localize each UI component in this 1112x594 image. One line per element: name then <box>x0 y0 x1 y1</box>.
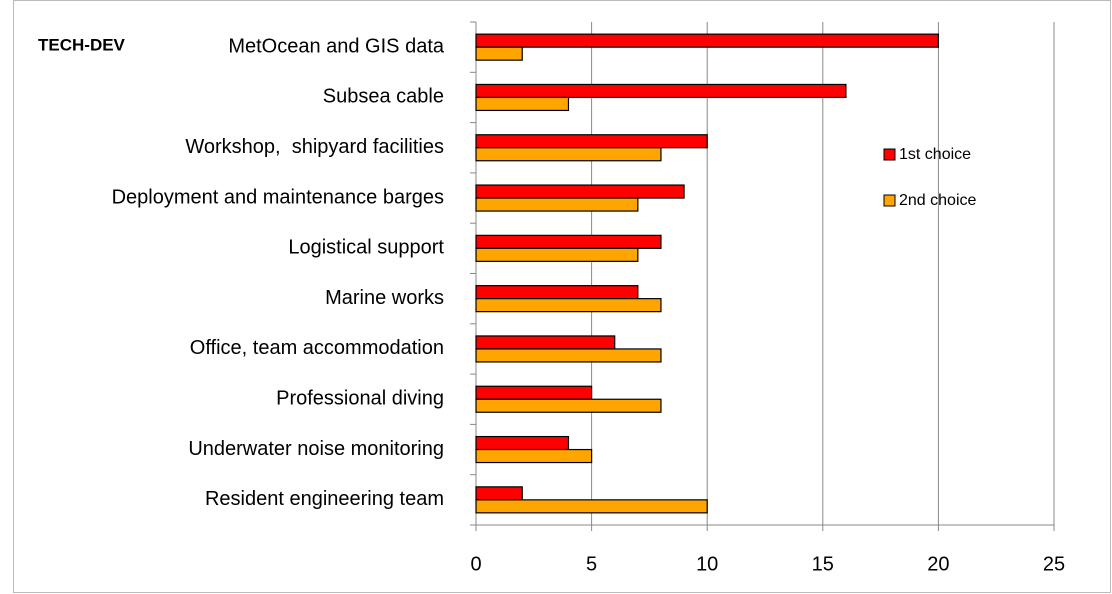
bar <box>475 486 523 501</box>
bar <box>475 46 523 61</box>
bar <box>475 285 639 300</box>
bar <box>475 385 593 400</box>
y-tick-label: Logistical support <box>288 237 444 259</box>
y-tick-label: Professional diving <box>276 388 444 410</box>
bar <box>475 234 662 249</box>
legend-swatch <box>883 194 896 207</box>
y-tick-label: Office, team accommodation <box>190 337 444 359</box>
x-tick-label: 15 <box>812 553 834 575</box>
x-tick-label: 0 <box>470 553 481 575</box>
legend-label: 2nd choice <box>899 192 976 209</box>
bar <box>475 134 708 149</box>
x-tick-label: 10 <box>696 553 718 575</box>
bar <box>475 298 662 313</box>
x-tick-label: 25 <box>1043 553 1065 575</box>
chart-title: TECH-DEV <box>38 35 126 54</box>
bar <box>475 197 639 212</box>
bar <box>475 348 662 363</box>
bar <box>475 184 685 199</box>
y-tick-label: Deployment and maintenance barges <box>112 186 444 208</box>
bar <box>475 247 639 262</box>
bar <box>475 147 662 162</box>
bar <box>475 499 708 514</box>
legend-label: 1st choice <box>899 146 971 163</box>
y-tick-label: Subsea cable <box>323 86 444 108</box>
y-tick-label: MetOcean and GIS data <box>228 35 445 57</box>
bar <box>475 398 662 413</box>
y-tick-label: Underwater noise monitoring <box>188 438 444 460</box>
bar <box>475 96 570 112</box>
x-tick-label: 5 <box>586 553 597 575</box>
bar <box>475 448 593 464</box>
bar <box>475 335 616 350</box>
legend-swatch <box>883 148 896 161</box>
y-tick-label: Marine works <box>325 287 444 309</box>
bar <box>475 435 570 451</box>
x-tick-label: 20 <box>927 553 949 575</box>
bar <box>475 83 847 99</box>
bar <box>475 33 939 48</box>
y-tick-label: Resident engineering team <box>205 488 444 510</box>
y-tick-label: Workshop, shipyard facilities <box>185 136 444 158</box>
